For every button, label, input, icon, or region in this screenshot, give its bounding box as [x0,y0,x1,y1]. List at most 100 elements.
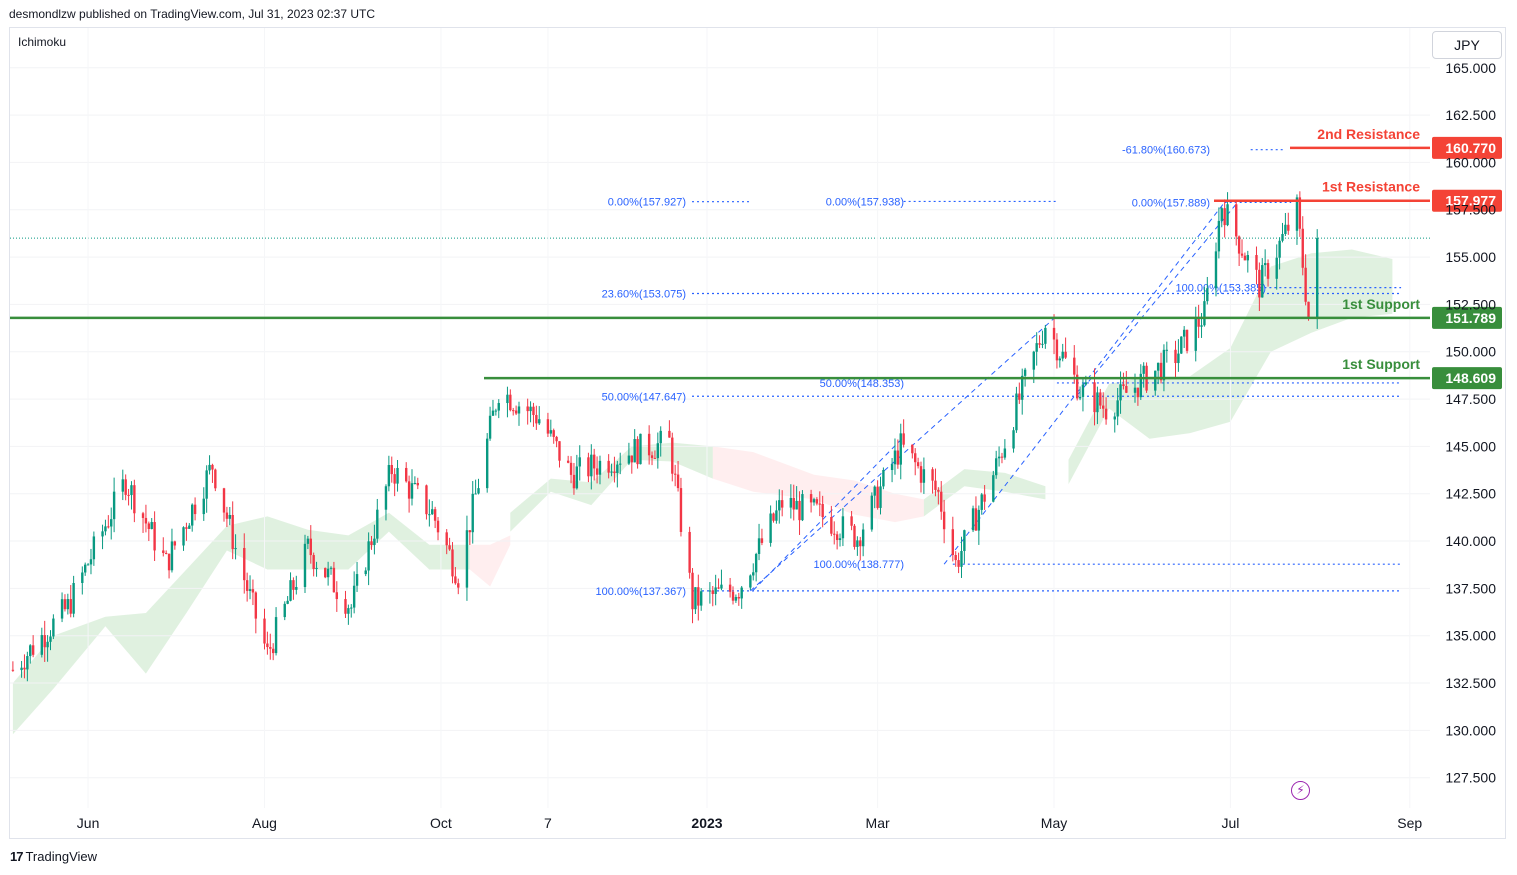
candle-body [1301,228,1304,268]
candle [535,405,538,430]
indicator-legend[interactable]: Ichimoku [18,35,67,49]
candle [1058,356,1062,368]
candle [1125,371,1128,394]
candle-body [861,529,865,547]
candle-body [841,516,845,539]
candle [1263,249,1267,277]
x-axis: Jun Aug Oct 7 2023 Mar May Jul Sep [77,815,1423,831]
candle-body [815,499,819,504]
y-tick-label: 147.500 [1445,391,1496,407]
candle-body [619,463,622,465]
cloud-bullish [12,512,470,735]
candle [355,561,359,592]
candle-body [902,433,905,445]
candle-body [1021,375,1024,400]
candle [332,561,336,593]
candle-body [1142,365,1145,374]
candle-body [772,513,775,521]
candle [72,575,75,618]
candle [636,436,639,469]
candle [127,488,130,506]
candle [1174,340,1177,379]
fib-level-label: 0.00%(157.938) [826,196,904,208]
candle-body [52,618,55,637]
candle-body [1003,448,1007,458]
candle-body [234,547,237,550]
candle-body [1281,233,1284,241]
candle-body [86,564,90,566]
candle [141,511,145,533]
candle-body [728,584,732,592]
candle-body [974,508,978,531]
candle [671,432,674,482]
candle [1223,199,1226,238]
candle [809,489,813,513]
candle-body [329,567,333,569]
candle-body [538,419,541,424]
candle-body [627,455,631,464]
candle [526,398,529,425]
candle [1018,382,1021,404]
candle-body [1073,357,1076,375]
candle-body [760,538,764,543]
candle-body [558,441,561,461]
candle-body [485,438,489,489]
candle [292,577,295,600]
candle-body [1154,370,1157,391]
candle [211,463,214,483]
candle [647,425,651,465]
candle [960,536,963,578]
candle-body [850,516,853,526]
fib-level-label: 50.00%(148.353) [820,378,904,390]
candle [83,562,87,576]
x-tick-label: Mar [866,815,890,831]
candle-body [1295,197,1299,231]
candle-body [190,504,194,526]
candle-body [769,513,772,543]
candle-body [575,466,579,489]
candle-body [752,572,755,576]
candle-body [416,482,419,486]
support-label: 1st Support [1342,296,1420,312]
candle [942,499,946,544]
candle-body [942,511,946,530]
lightning-icon[interactable]: ⚡ [1291,781,1310,800]
candle-body [679,488,683,532]
candle [393,468,396,497]
candle [714,574,717,606]
cloud-bearish [469,535,511,587]
candle-body [1165,349,1169,351]
candle [795,486,798,510]
tradingview-logo[interactable]: 17 TradingView [10,849,97,864]
candle-body [1061,351,1064,359]
candle-body [798,500,801,521]
candle-body [170,541,174,571]
currency-button[interactable]: JPY [1432,31,1502,59]
support-price-value: 148.609 [1445,370,1496,386]
candle [1255,246,1258,285]
candle-body [188,525,191,529]
candle [853,523,856,550]
candle-body [269,647,272,649]
candle-body [509,394,512,411]
x-tick-label: 7 [544,815,552,831]
resistance-label: 1st Resistance [1322,179,1420,195]
candle-body [1078,396,1082,399]
candle-body [1159,362,1163,381]
candle-body [286,600,289,604]
candle [1113,412,1116,433]
candle [656,432,660,469]
candle [769,505,772,547]
candle-body [1263,263,1267,266]
fib-level-label: 50.00%(147.647) [602,391,686,403]
candle-body [818,503,821,505]
candle [911,444,914,459]
candle-body [1156,362,1160,371]
candle [1304,254,1307,306]
tradingview-mark-icon: 17 [10,849,24,864]
candle-body [448,545,451,550]
candle-body [838,538,842,541]
candle [488,406,492,441]
candle-body [107,526,110,528]
